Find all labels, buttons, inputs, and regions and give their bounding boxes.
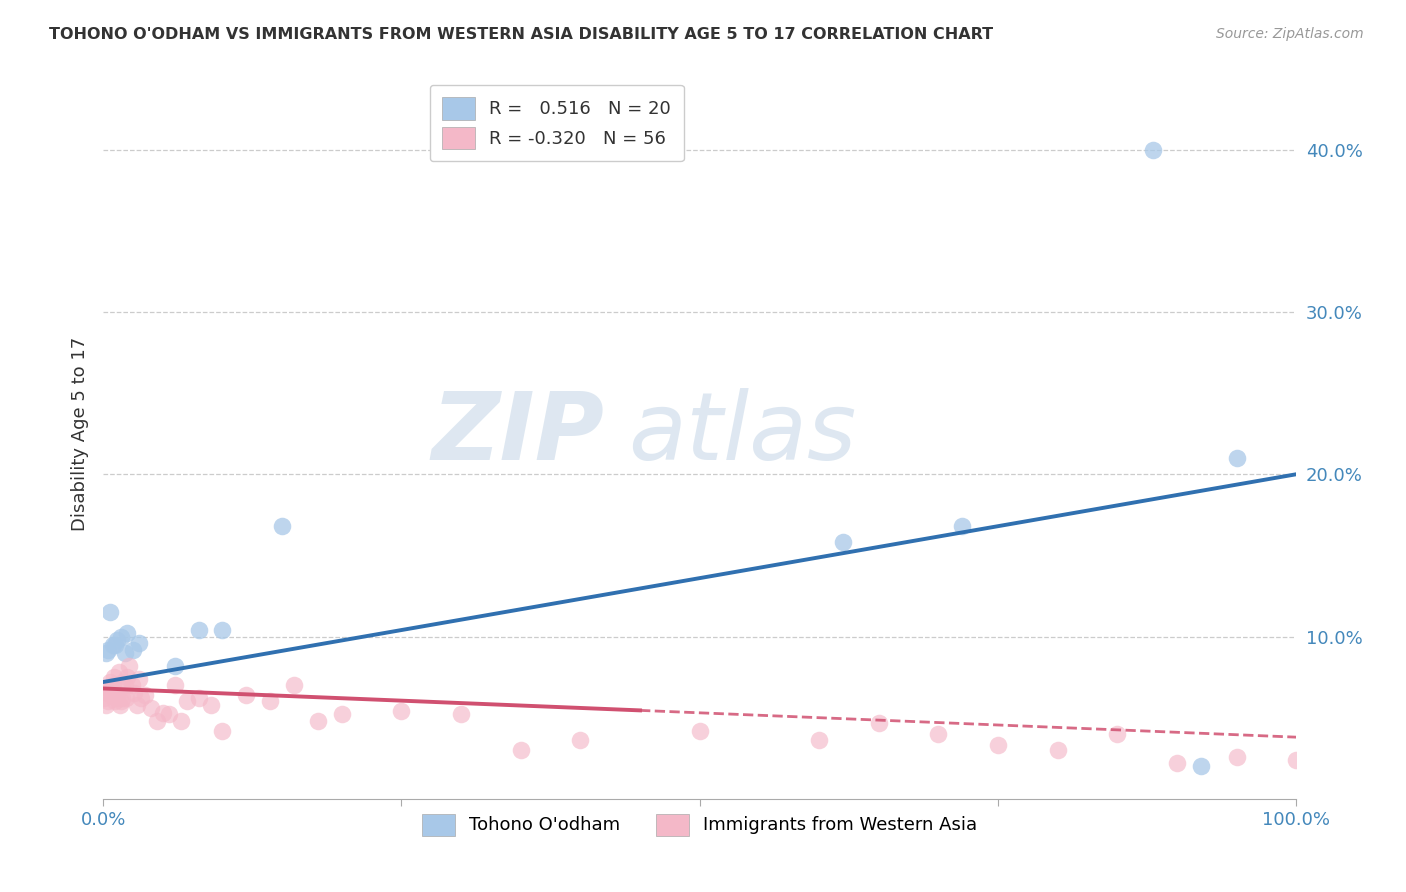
Text: ZIP: ZIP: [432, 388, 605, 480]
Point: [211, 623, 233, 637]
Point: [114, 691, 136, 706]
Point: [950, 519, 973, 533]
Point: [98, 605, 121, 619]
Point: [112, 675, 135, 690]
Point: [152, 706, 174, 720]
Point: [187, 691, 209, 706]
Point: [808, 733, 831, 747]
Point: [118, 658, 141, 673]
Point: [509, 743, 531, 757]
Point: [235, 688, 257, 702]
Point: [187, 623, 209, 637]
Point: [176, 694, 198, 708]
Point: [1046, 743, 1069, 757]
Point: [271, 519, 294, 533]
Text: atlas: atlas: [628, 388, 856, 479]
Point: [107, 665, 129, 680]
Point: [330, 707, 353, 722]
Point: [211, 723, 233, 738]
Point: [111, 691, 134, 706]
Point: [103, 670, 125, 684]
Point: [391, 704, 413, 718]
Point: [283, 678, 305, 692]
Point: [115, 670, 138, 684]
Point: [94, 698, 117, 712]
Point: [97, 694, 120, 708]
Point: [122, 686, 145, 700]
Point: [157, 707, 180, 722]
Point: [108, 698, 131, 712]
Point: [104, 638, 127, 652]
Point: [93, 691, 115, 706]
Point: [128, 636, 150, 650]
Point: [569, 733, 592, 747]
Point: [450, 707, 472, 722]
Point: [107, 691, 129, 706]
Point: [128, 672, 150, 686]
Point: [163, 678, 186, 692]
Point: [307, 714, 329, 728]
Point: [97, 642, 120, 657]
Point: [125, 698, 148, 712]
Point: [1189, 759, 1212, 773]
Point: [1285, 753, 1308, 767]
Point: [122, 642, 145, 657]
Point: [831, 535, 853, 549]
Y-axis label: Disability Age 5 to 17: Disability Age 5 to 17: [72, 336, 89, 531]
Point: [200, 698, 222, 712]
Point: [101, 678, 124, 692]
Point: [94, 646, 117, 660]
Point: [104, 694, 127, 708]
Point: [134, 688, 156, 702]
Point: [1107, 727, 1129, 741]
Point: [131, 691, 153, 706]
Point: [96, 686, 118, 700]
Point: [689, 723, 711, 738]
Point: [1226, 450, 1249, 465]
Point: [115, 626, 138, 640]
Point: [1226, 749, 1249, 764]
Point: [139, 701, 162, 715]
Point: [987, 739, 1010, 753]
Point: [114, 646, 136, 660]
Legend: Tohono O'odham, Immigrants from Western Asia: Tohono O'odham, Immigrants from Western …: [413, 805, 987, 845]
Point: [100, 686, 122, 700]
Point: [146, 714, 169, 728]
Point: [107, 632, 129, 647]
Point: [1166, 756, 1188, 771]
Point: [98, 681, 121, 696]
Point: [1142, 143, 1164, 157]
Point: [98, 675, 121, 690]
Point: [101, 638, 124, 652]
Point: [114, 678, 136, 692]
Point: [163, 658, 186, 673]
Point: [868, 715, 890, 730]
Text: Source: ZipAtlas.com: Source: ZipAtlas.com: [1216, 27, 1364, 41]
Point: [259, 694, 281, 708]
Point: [110, 630, 132, 644]
Text: TOHONO O'ODHAM VS IMMIGRANTS FROM WESTERN ASIA DISABILITY AGE 5 TO 17 CORRELATIO: TOHONO O'ODHAM VS IMMIGRANTS FROM WESTER…: [49, 27, 993, 42]
Point: [105, 686, 128, 700]
Point: [170, 714, 193, 728]
Point: [927, 727, 949, 741]
Point: [110, 694, 132, 708]
Point: [121, 678, 143, 692]
